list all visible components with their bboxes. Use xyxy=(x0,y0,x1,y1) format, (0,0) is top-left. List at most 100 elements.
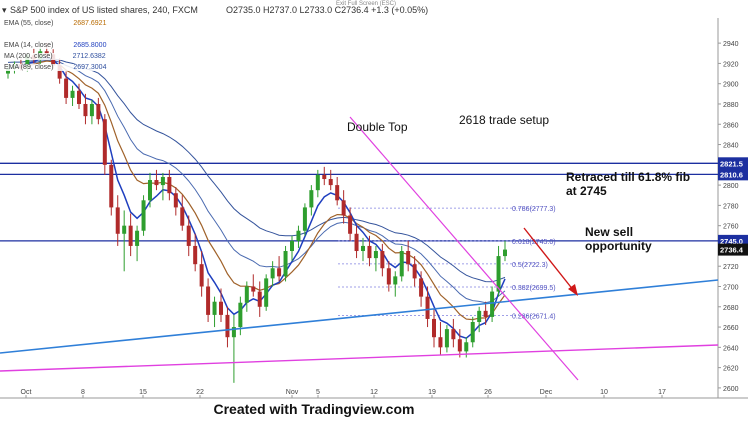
exit-fullscreen-button[interactable]: Exit Full Screen (ESC) xyxy=(336,1,397,7)
candle-body xyxy=(464,342,469,352)
indicator-ma200[interactable]: MA (200, close) 2712.6382 xyxy=(4,53,106,60)
price-tag-label: 2745.0 xyxy=(720,237,743,246)
candle-body xyxy=(96,103,101,120)
candle-body xyxy=(341,200,346,216)
annotation-opportunity: opportunity xyxy=(585,239,652,253)
candle-body xyxy=(109,164,114,208)
x-tick-label: 22 xyxy=(196,389,204,396)
chart-header: ▾ S&P 500 index of US listed shares, 240… xyxy=(0,0,748,18)
candle-body xyxy=(64,78,69,98)
candle-body xyxy=(483,310,488,317)
chart-title: S&P 500 index of US listed shares, 240, … xyxy=(10,5,198,15)
candle-body xyxy=(25,55,30,68)
y-tick-label: 2900 xyxy=(723,82,739,89)
ma200-line xyxy=(7,58,506,283)
candle-body xyxy=(322,174,327,180)
candle-body xyxy=(264,278,269,307)
candle-body xyxy=(257,291,262,307)
price-tag xyxy=(718,168,748,181)
fib-label: 0.382(2699.5) xyxy=(512,285,556,292)
price-tag-label: 2736.4 xyxy=(720,246,744,255)
candle-body xyxy=(277,268,282,277)
candle-body xyxy=(167,176,172,194)
candle-body xyxy=(406,251,411,265)
candle-body xyxy=(270,268,275,279)
candle-body xyxy=(231,327,236,338)
y-tick-label: 2700 xyxy=(723,285,739,292)
candle-body xyxy=(315,174,320,191)
candle-body xyxy=(490,291,495,317)
candle-body xyxy=(135,230,140,246)
candle-body xyxy=(354,233,359,252)
annotation-retraced: Retraced till 61.8% fib xyxy=(566,170,690,184)
x-tick-label: 8 xyxy=(81,389,85,396)
footer-credit: Created with Tradingview.com xyxy=(213,401,415,417)
candle-body xyxy=(438,337,443,348)
annotation-trade-setup: 2618 trade setup xyxy=(459,113,549,127)
candle-body xyxy=(122,225,127,234)
candle-body xyxy=(348,215,353,234)
candle-body xyxy=(457,339,462,352)
x-tick-label: 26 xyxy=(484,389,492,396)
fib-label: 0.236(2671.4) xyxy=(512,314,556,321)
price-tag-label: 2821.5 xyxy=(720,159,743,168)
indicator-ema55[interactable]: EMA (55, close) 2687.6921 xyxy=(4,20,107,27)
candle-body xyxy=(251,286,256,292)
candle-body xyxy=(444,329,449,348)
candle-body xyxy=(57,65,62,79)
candle-body xyxy=(160,176,165,186)
candle-body xyxy=(89,103,94,117)
annotation-retraced-level: at 2745 xyxy=(566,184,607,198)
y-tick-label: 2600 xyxy=(723,386,739,393)
descending-trendline xyxy=(349,116,579,381)
x-tick-label: 5 xyxy=(316,389,320,396)
candle-body xyxy=(432,318,436,338)
candle-body xyxy=(373,251,378,259)
price-tag-label: 2810.6 xyxy=(720,170,743,179)
candle-body xyxy=(399,251,404,277)
candle-body xyxy=(302,207,307,231)
candle-body xyxy=(212,301,217,315)
candle-body xyxy=(102,119,107,165)
candle-body xyxy=(290,240,294,252)
y-tick-label: 2920 xyxy=(723,61,739,68)
ohlc-readout: O2735.0 H2737.0 L2733.0 C2736.4 +1.3 (+0… xyxy=(226,5,429,15)
candle-body xyxy=(219,301,223,315)
candle-body xyxy=(148,180,152,201)
candle-body xyxy=(141,200,146,231)
candle-body xyxy=(412,264,417,279)
lower-trendline xyxy=(0,344,719,372)
y-tick-label: 2860 xyxy=(723,122,739,129)
price-tag xyxy=(718,243,748,256)
candle-body xyxy=(361,245,365,252)
y-tick-label: 2660 xyxy=(723,325,739,332)
x-tick-label: 19 xyxy=(428,389,436,396)
candle-body xyxy=(83,103,88,117)
candle-body xyxy=(154,180,159,186)
candle-body xyxy=(425,296,430,319)
symbol-icon: ▾ xyxy=(2,5,7,15)
candle-body xyxy=(128,225,133,246)
candle-body xyxy=(335,185,340,201)
ascending-trendline xyxy=(0,279,719,354)
indicator-ema89[interactable]: EMA (89, close) 2697.3004 xyxy=(4,64,107,71)
candle-body xyxy=(380,251,385,269)
x-tick-label: Nov xyxy=(286,389,299,396)
candle-body xyxy=(386,268,391,285)
candle-body xyxy=(6,68,10,74)
y-tick-label: 2880 xyxy=(723,102,739,109)
x-tick-label: 10 xyxy=(600,389,608,396)
candle-body xyxy=(173,193,178,208)
y-tick-label: 2680 xyxy=(723,305,739,312)
indicator-ema14[interactable]: EMA (14, close) 2685.8000 xyxy=(4,42,107,49)
candle-body xyxy=(477,310,482,322)
candle-body xyxy=(393,276,398,285)
y-tick-label: 2940 xyxy=(723,41,739,48)
sell-arrowhead xyxy=(568,284,578,296)
annotation-double-top: Double Top xyxy=(347,120,408,134)
candle-body xyxy=(180,207,185,226)
x-tick-label: 17 xyxy=(658,389,666,396)
candle-body xyxy=(186,225,191,246)
sell-arrow xyxy=(523,227,575,292)
